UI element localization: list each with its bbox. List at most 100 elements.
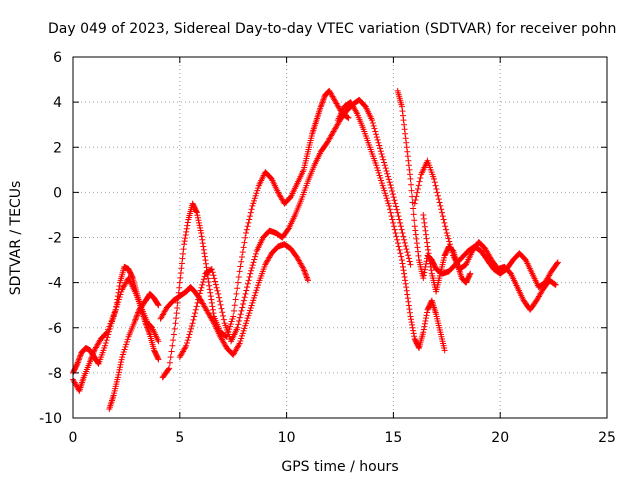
data-point (432, 182, 439, 189)
data-point (552, 281, 559, 288)
data-point (206, 286, 213, 293)
data-point (236, 317, 243, 324)
data-point (414, 189, 421, 196)
data-point (402, 135, 409, 142)
data-point (401, 239, 408, 246)
data-point (254, 187, 261, 194)
data-point (398, 226, 405, 233)
data-point (383, 167, 390, 174)
data-point (202, 260, 209, 267)
data-point (299, 264, 306, 271)
data-point (421, 219, 428, 226)
data-point (252, 253, 259, 260)
data-point (240, 244, 247, 251)
data-point (241, 294, 248, 301)
data-point (191, 313, 198, 320)
data-point (145, 327, 152, 334)
data-point (402, 242, 409, 249)
data-point (345, 114, 352, 121)
data-point (393, 233, 400, 240)
data-point (424, 243, 431, 250)
data-point (379, 182, 386, 189)
data-point (422, 315, 429, 322)
data-point (442, 223, 449, 230)
data-point (422, 263, 429, 270)
series-track-2 (70, 275, 162, 394)
data-point (413, 240, 420, 247)
data-point (253, 287, 260, 294)
data-point (177, 270, 184, 277)
data-point (410, 330, 417, 337)
data-point (194, 214, 201, 221)
data-point (438, 209, 445, 216)
data-point (190, 316, 197, 323)
data-point (248, 302, 255, 309)
data-point (403, 246, 410, 253)
data-point (303, 274, 310, 281)
data-point (439, 213, 446, 220)
y-axis-label: SDTVAR / TECUs (8, 181, 24, 296)
series-track-10 (420, 211, 474, 295)
series-track-7 (334, 99, 448, 354)
data-point (75, 356, 82, 363)
data-point (195, 296, 202, 303)
data-point (375, 169, 382, 176)
data-point (251, 256, 258, 263)
data-point (417, 174, 424, 181)
data-point (400, 117, 407, 124)
data-point (188, 325, 195, 332)
data-point (179, 255, 186, 262)
series-track-5 (159, 87, 352, 381)
data-point (239, 330, 246, 337)
data-point (199, 240, 206, 247)
data-point (423, 312, 430, 319)
data-point (387, 209, 394, 216)
data-point (384, 197, 391, 204)
data-point (232, 296, 239, 303)
data-point (189, 320, 196, 327)
data-point (407, 261, 414, 268)
data-point (197, 287, 204, 294)
data-point (397, 250, 404, 257)
data-point (302, 270, 309, 277)
data-point (228, 318, 235, 325)
data-point (199, 281, 206, 288)
data-point (423, 258, 430, 265)
data-point (421, 269, 428, 276)
data-point (245, 219, 252, 226)
data-point (134, 312, 141, 319)
data-point (445, 235, 452, 242)
data-point (388, 184, 395, 191)
data-point (420, 326, 427, 333)
data-point (170, 331, 177, 338)
y-tick-label: -2 (48, 231, 62, 247)
data-point (388, 213, 395, 220)
data-point (378, 180, 385, 187)
data-point (374, 136, 381, 143)
data-point (408, 181, 415, 188)
data-point (441, 219, 448, 226)
data-point (382, 192, 389, 199)
data-point (428, 267, 435, 274)
data-point (392, 229, 399, 236)
data-point (249, 262, 256, 269)
data-point (155, 356, 162, 363)
data-point (196, 222, 203, 229)
data-point (207, 293, 214, 300)
data-point (250, 200, 257, 207)
data-point (251, 195, 258, 202)
data-point (77, 352, 84, 359)
data-point (235, 321, 242, 328)
data-point (381, 187, 388, 194)
x-tick-label: 10 (278, 430, 296, 446)
data-point (248, 267, 255, 274)
data-point (197, 227, 204, 234)
data-point (391, 226, 398, 233)
data-point (379, 153, 386, 160)
data-point (240, 297, 247, 304)
data-point (170, 337, 177, 344)
data-point (251, 294, 258, 301)
data-point (406, 306, 413, 313)
data-point (116, 366, 123, 373)
data-point (320, 95, 327, 102)
